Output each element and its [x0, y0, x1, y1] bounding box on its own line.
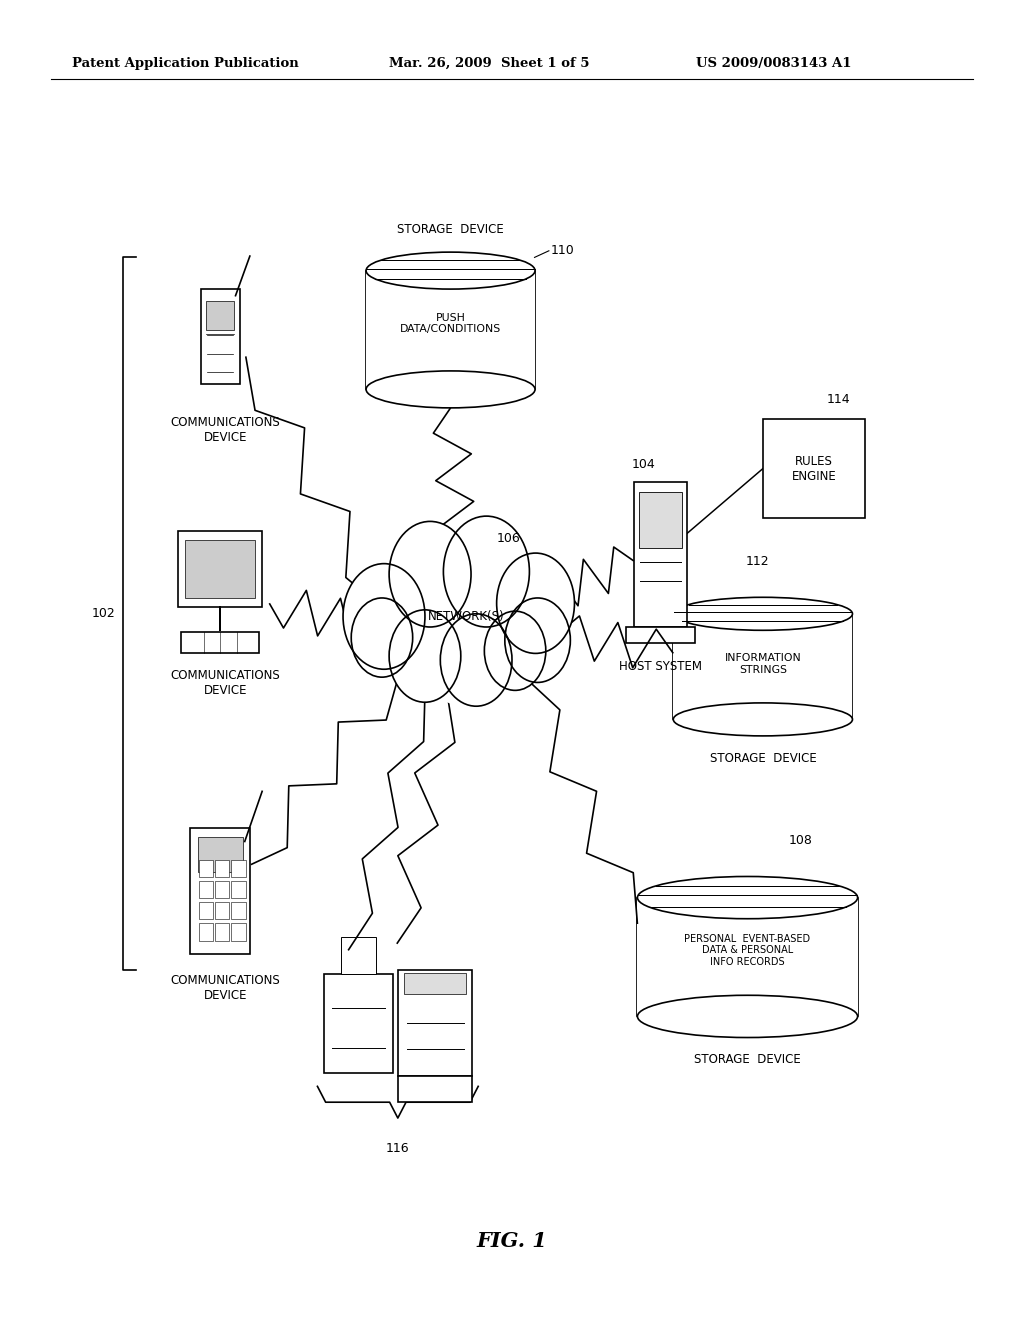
- Polygon shape: [637, 898, 858, 1016]
- Circle shape: [351, 598, 413, 677]
- FancyBboxPatch shape: [178, 531, 262, 607]
- Circle shape: [484, 611, 546, 690]
- FancyBboxPatch shape: [404, 973, 466, 994]
- FancyBboxPatch shape: [199, 924, 213, 940]
- FancyBboxPatch shape: [185, 540, 255, 598]
- FancyBboxPatch shape: [627, 627, 695, 643]
- Text: 116: 116: [386, 1142, 410, 1155]
- FancyBboxPatch shape: [341, 937, 376, 974]
- Text: HOST SYSTEM: HOST SYSTEM: [618, 660, 702, 673]
- Text: Patent Application Publication: Patent Application Publication: [72, 57, 298, 70]
- FancyBboxPatch shape: [215, 882, 229, 898]
- Ellipse shape: [674, 597, 852, 630]
- Circle shape: [440, 614, 512, 706]
- FancyBboxPatch shape: [199, 903, 213, 919]
- Ellipse shape: [367, 252, 535, 289]
- Text: RULES
ENGINE: RULES ENGINE: [792, 454, 837, 483]
- Polygon shape: [674, 614, 852, 719]
- Polygon shape: [367, 271, 535, 389]
- Text: 106: 106: [497, 532, 521, 545]
- Text: 108: 108: [788, 834, 812, 847]
- Circle shape: [389, 521, 471, 627]
- Ellipse shape: [674, 702, 852, 737]
- Text: 102: 102: [92, 607, 116, 620]
- Text: COMMUNICATIONS
DEVICE: COMMUNICATIONS DEVICE: [170, 669, 281, 697]
- Text: 110: 110: [551, 244, 574, 257]
- Text: STORAGE  DEVICE: STORAGE DEVICE: [694, 1053, 801, 1067]
- Text: 104: 104: [632, 458, 655, 471]
- Circle shape: [505, 598, 570, 682]
- FancyBboxPatch shape: [201, 289, 240, 384]
- FancyBboxPatch shape: [398, 970, 472, 1076]
- Text: COMMUNICATIONS
DEVICE: COMMUNICATIONS DEVICE: [170, 416, 281, 444]
- Text: INFORMATION
STRINGS: INFORMATION STRINGS: [725, 653, 801, 675]
- Text: STORAGE  DEVICE: STORAGE DEVICE: [710, 752, 816, 764]
- FancyBboxPatch shape: [190, 829, 250, 953]
- FancyBboxPatch shape: [215, 861, 229, 876]
- Text: STORAGE  DEVICE: STORAGE DEVICE: [397, 223, 504, 236]
- FancyBboxPatch shape: [199, 882, 213, 898]
- Ellipse shape: [637, 876, 858, 919]
- Text: US 2009/0083143 A1: US 2009/0083143 A1: [696, 57, 852, 70]
- Ellipse shape: [367, 371, 535, 408]
- Text: 114: 114: [826, 393, 850, 407]
- FancyBboxPatch shape: [634, 482, 687, 627]
- Text: PERSONAL  EVENT-BASED
DATA & PERSONAL
INFO RECORDS: PERSONAL EVENT-BASED DATA & PERSONAL INF…: [684, 933, 811, 968]
- Circle shape: [389, 610, 461, 702]
- Text: FIG. 1: FIG. 1: [476, 1230, 548, 1251]
- FancyBboxPatch shape: [215, 903, 229, 919]
- FancyBboxPatch shape: [324, 974, 393, 1072]
- FancyBboxPatch shape: [198, 837, 243, 873]
- FancyBboxPatch shape: [398, 1076, 472, 1102]
- Circle shape: [343, 564, 425, 669]
- Ellipse shape: [637, 995, 858, 1038]
- Circle shape: [497, 553, 574, 653]
- FancyBboxPatch shape: [181, 632, 259, 653]
- Text: 112: 112: [745, 556, 770, 568]
- FancyBboxPatch shape: [639, 492, 682, 548]
- Text: Mar. 26, 2009  Sheet 1 of 5: Mar. 26, 2009 Sheet 1 of 5: [389, 57, 590, 70]
- FancyBboxPatch shape: [763, 420, 865, 517]
- FancyBboxPatch shape: [231, 882, 246, 898]
- FancyBboxPatch shape: [231, 903, 246, 919]
- FancyBboxPatch shape: [215, 924, 229, 940]
- Text: NETWORK(S): NETWORK(S): [428, 610, 504, 623]
- Text: PUSH
DATA/CONDITIONS: PUSH DATA/CONDITIONS: [400, 313, 501, 334]
- FancyBboxPatch shape: [199, 861, 213, 876]
- Circle shape: [404, 548, 527, 706]
- Text: COMMUNICATIONS
DEVICE: COMMUNICATIONS DEVICE: [170, 974, 281, 1002]
- FancyBboxPatch shape: [206, 301, 234, 330]
- FancyBboxPatch shape: [231, 924, 246, 940]
- FancyBboxPatch shape: [231, 861, 246, 876]
- Circle shape: [443, 516, 529, 627]
